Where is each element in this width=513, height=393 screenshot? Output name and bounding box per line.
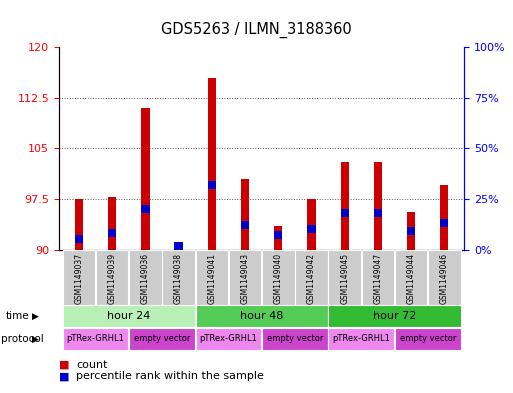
Text: ■: ■ xyxy=(59,371,69,382)
Text: GDS5263 / ILMN_3188360: GDS5263 / ILMN_3188360 xyxy=(161,22,352,38)
Bar xyxy=(274,226,282,250)
Bar xyxy=(141,205,149,213)
Bar xyxy=(229,250,261,305)
Bar xyxy=(108,229,116,237)
Text: GSM1149044: GSM1149044 xyxy=(407,253,416,304)
Bar xyxy=(241,221,249,229)
Bar xyxy=(374,209,382,217)
Text: pTRex-GRHL1: pTRex-GRHL1 xyxy=(67,334,125,343)
Bar xyxy=(362,250,394,305)
Bar xyxy=(428,250,461,305)
Text: empty vector: empty vector xyxy=(267,334,323,343)
Bar xyxy=(129,250,162,305)
Bar xyxy=(63,250,95,305)
Bar xyxy=(108,197,116,250)
Text: ▶: ▶ xyxy=(32,312,38,321)
Bar xyxy=(440,185,448,250)
Text: pTRex-GRHL1: pTRex-GRHL1 xyxy=(200,334,258,343)
Bar xyxy=(162,250,195,305)
Bar xyxy=(295,250,328,305)
Bar xyxy=(195,305,328,327)
Bar xyxy=(395,250,427,305)
Bar xyxy=(195,250,228,305)
Text: count: count xyxy=(76,360,107,370)
Text: GSM1149041: GSM1149041 xyxy=(207,253,216,304)
Text: percentile rank within the sample: percentile rank within the sample xyxy=(76,371,264,382)
Bar xyxy=(63,328,128,350)
Bar xyxy=(395,328,461,350)
Text: hour 72: hour 72 xyxy=(373,311,416,321)
Bar xyxy=(328,250,361,305)
Bar xyxy=(440,219,448,227)
Bar xyxy=(241,179,249,250)
Text: ▶: ▶ xyxy=(32,335,38,343)
Bar xyxy=(141,108,149,250)
Text: empty vector: empty vector xyxy=(400,334,456,343)
Bar xyxy=(341,162,349,250)
Bar xyxy=(75,199,83,250)
Text: empty vector: empty vector xyxy=(134,334,190,343)
Bar xyxy=(307,225,315,233)
Text: GSM1149040: GSM1149040 xyxy=(274,253,283,304)
Text: GSM1149038: GSM1149038 xyxy=(174,253,183,304)
Bar xyxy=(328,328,394,350)
Bar xyxy=(407,213,415,250)
Bar xyxy=(63,305,195,327)
Bar xyxy=(195,328,261,350)
Text: time: time xyxy=(6,311,30,321)
Bar xyxy=(407,227,415,235)
Text: GSM1149039: GSM1149039 xyxy=(108,253,116,304)
Bar xyxy=(75,235,83,244)
Bar xyxy=(274,231,282,239)
Text: ■: ■ xyxy=(59,360,69,370)
Text: GSM1149037: GSM1149037 xyxy=(74,253,84,304)
Bar xyxy=(262,328,328,350)
Bar xyxy=(262,250,294,305)
Bar xyxy=(174,248,183,250)
Text: protocol: protocol xyxy=(1,334,44,344)
Bar xyxy=(328,305,461,327)
Bar xyxy=(96,250,128,305)
Bar xyxy=(208,181,216,189)
Bar xyxy=(341,209,349,217)
Text: GSM1149036: GSM1149036 xyxy=(141,253,150,304)
Text: hour 48: hour 48 xyxy=(240,311,283,321)
Bar xyxy=(307,199,315,250)
Text: GSM1149042: GSM1149042 xyxy=(307,253,316,304)
Bar xyxy=(208,77,216,250)
Bar xyxy=(174,242,183,251)
Text: GSM1149046: GSM1149046 xyxy=(440,253,449,304)
Text: pTRex-GRHL1: pTRex-GRHL1 xyxy=(332,334,390,343)
Bar xyxy=(374,162,382,250)
Text: GSM1149047: GSM1149047 xyxy=(373,253,382,304)
Text: hour 24: hour 24 xyxy=(107,311,150,321)
Text: GSM1149043: GSM1149043 xyxy=(241,253,249,304)
Text: GSM1149045: GSM1149045 xyxy=(340,253,349,304)
Bar xyxy=(129,328,195,350)
